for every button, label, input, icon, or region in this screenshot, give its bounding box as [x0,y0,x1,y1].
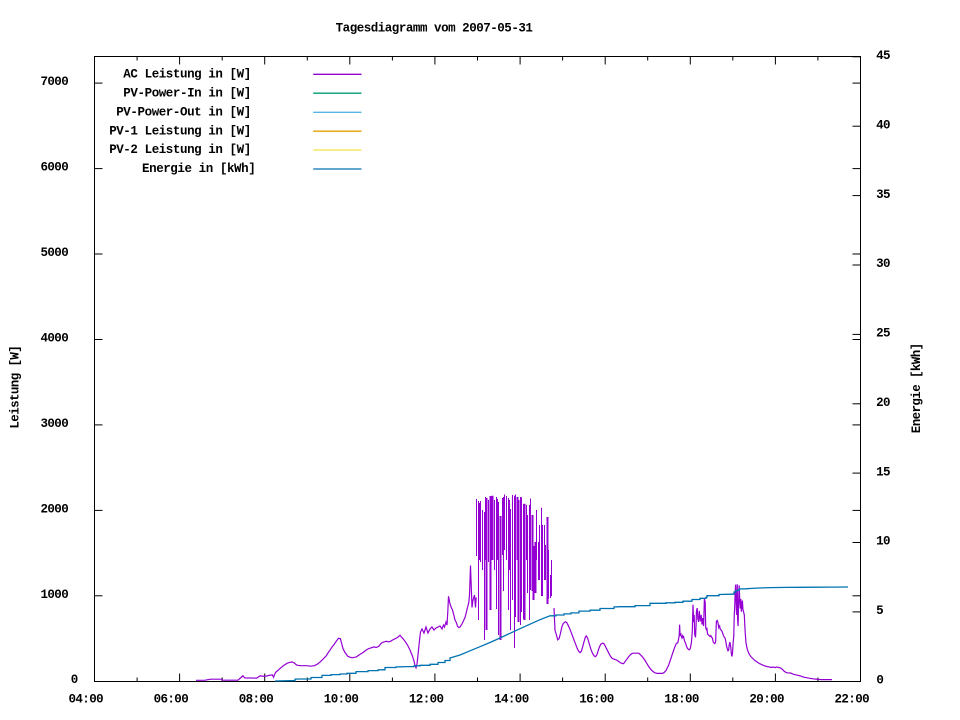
svg-text:Energie in [kWh]: Energie in [kWh] [142,162,256,176]
svg-text:PV-2 Leistung in [W]: PV-2 Leistung in [W] [109,143,251,157]
svg-text:2000: 2000 [41,502,69,516]
svg-text:Energie [kWh]: Energie [kWh] [910,343,924,433]
svg-text:18:00: 18:00 [664,692,699,706]
svg-text:15: 15 [876,465,890,479]
svg-text:20:00: 20:00 [749,692,784,706]
svg-text:10: 10 [876,535,890,549]
svg-text:7000: 7000 [41,75,69,89]
svg-text:10:00: 10:00 [324,692,359,706]
svg-text:PV-Power-Out in [W]: PV-Power-Out in [W] [116,106,251,120]
svg-text:0: 0 [71,673,79,687]
svg-text:22:00: 22:00 [835,692,870,706]
svg-text:12:00: 12:00 [409,692,444,706]
svg-text:40: 40 [876,118,890,132]
svg-text:06:00: 06:00 [154,692,189,706]
svg-text:20: 20 [876,396,890,410]
svg-text:AC Leistung in [W]: AC Leistung in [W] [123,68,251,82]
svg-text:4000: 4000 [41,332,69,346]
svg-text:6000: 6000 [41,161,69,175]
svg-text:25: 25 [876,327,890,341]
svg-text:30: 30 [876,257,890,271]
svg-text:14:00: 14:00 [494,692,529,706]
svg-text:3000: 3000 [41,417,69,431]
svg-text:Tagesdiagramm vom 2007-05-31: Tagesdiagramm vom 2007-05-31 [336,21,533,35]
svg-text:5: 5 [876,604,884,618]
svg-text:5000: 5000 [41,246,69,260]
svg-text:04:00: 04:00 [69,692,104,706]
svg-text:0: 0 [876,674,884,688]
svg-text:PV-1 Leistung in [W]: PV-1 Leistung in [W] [109,124,251,138]
svg-text:08:00: 08:00 [239,692,274,706]
svg-text:45: 45 [876,49,890,63]
svg-text:PV-Power-In in [W]: PV-Power-In in [W] [123,86,251,100]
svg-text:1000: 1000 [41,588,69,602]
svg-text:Leistung [W]: Leistung [W] [9,345,23,428]
svg-text:16:00: 16:00 [579,692,614,706]
svg-text:35: 35 [876,188,890,202]
